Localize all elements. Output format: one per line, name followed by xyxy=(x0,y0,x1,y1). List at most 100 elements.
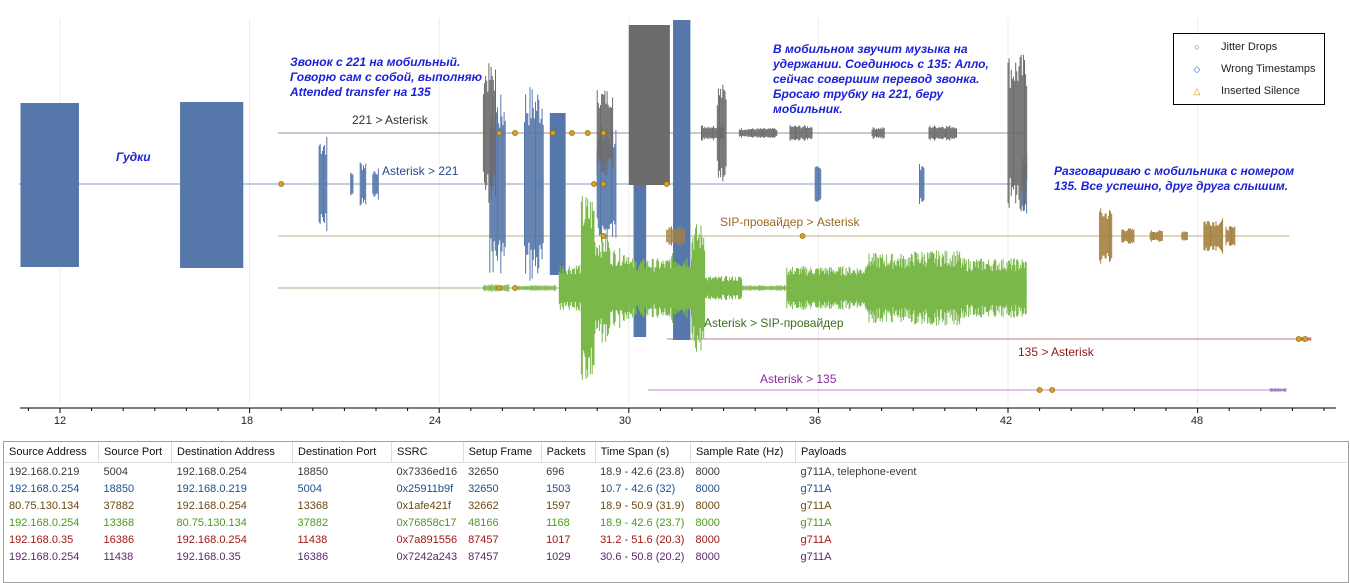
inserted-silence-marker xyxy=(1049,387,1056,393)
table-cell: 11438 xyxy=(297,533,328,546)
table-cell: 13368 xyxy=(297,499,329,512)
table-cell: 10.7 - 42.6 (32) xyxy=(600,482,676,495)
inserted-silence-marker xyxy=(512,130,518,136)
annotation-talk: Разговариваю с мобильника с номером 135.… xyxy=(1054,164,1295,193)
waveform-block xyxy=(180,102,244,268)
waveform-burst xyxy=(1121,228,1135,244)
table-cell: g711A xyxy=(800,533,832,546)
inserted-silence-marker xyxy=(550,130,556,136)
x-tick-label: 24 xyxy=(428,415,442,427)
waveform-burst xyxy=(960,258,1027,318)
table-cell: 192.168.0.35 xyxy=(176,550,241,563)
legend-item-jitter-drops: ○ Jitter Drops xyxy=(1174,39,1324,55)
column-header-sample-rate[interactable]: Sample Rate (Hz) xyxy=(690,442,796,463)
table-cell: g711A xyxy=(800,516,832,529)
waveform-burst xyxy=(1007,54,1028,212)
waveform-block xyxy=(20,103,79,267)
waveform-burst xyxy=(912,250,961,326)
waveform-burst xyxy=(1181,231,1188,241)
table-row[interactable]: 192.168.0.254 11438 192.168.0.35 16386 0x724… xyxy=(4,548,1347,565)
diamond-icon: ◇ xyxy=(1193,64,1201,74)
graph-legend: ○ Jitter Drops ◇ Wrong Timestamps △ Inse… xyxy=(1173,33,1325,105)
annotation-ringing: Гудки xyxy=(116,150,151,164)
circle-icon: ○ xyxy=(1194,42,1200,52)
triangle-icon: △ xyxy=(1193,86,1201,96)
table-cell: 8000 xyxy=(695,499,720,512)
inserted-silence-marker xyxy=(584,130,591,136)
table-cell: 1168 xyxy=(546,516,570,529)
waveform-burst xyxy=(482,63,496,203)
table-cell: 5004 xyxy=(297,482,322,495)
table-cell: 0x1afe421f xyxy=(396,499,451,512)
legend-item-inserted-silence: △ Inserted Silence xyxy=(1193,85,1300,97)
waveform-burst xyxy=(1149,230,1163,242)
x-tick-label: 42 xyxy=(999,415,1013,427)
stream-label-asterisk-to-provider: Asterisk > SIP-провайдер xyxy=(704,316,844,330)
table-row[interactable]: 80.75.130.134 37882 192.168.0.254 13368 0x1a… xyxy=(4,497,1347,514)
stream-label-asterisk-to-221: Asterisk > 221 xyxy=(382,164,459,178)
table-row[interactable]: 192.168.0.35 16386 192.168.0.254 11438 0x7a8… xyxy=(4,531,1347,548)
table-cell: g711A xyxy=(800,482,832,495)
inserted-silence-marker xyxy=(600,181,607,187)
column-header-setup-frame[interactable]: Setup Frame xyxy=(463,442,542,463)
column-header-packets[interactable]: Packets xyxy=(541,442,596,463)
table-cell: g711A xyxy=(800,550,832,563)
table-cell: 32650 xyxy=(468,482,499,495)
waveform-burst xyxy=(558,263,582,313)
legend-item-wrong-timestamps: ◇ Wrong Timestamps xyxy=(1193,63,1316,75)
x-tick-label: 18 xyxy=(240,415,254,427)
x-tick-label: 30 xyxy=(618,415,632,427)
waveform-burst xyxy=(609,248,630,328)
column-header-source-address[interactable]: Source Address xyxy=(4,442,99,463)
waveform-burst xyxy=(928,125,957,141)
waveform-burst xyxy=(716,84,727,182)
column-header-destination-address[interactable]: Destination Address xyxy=(171,442,293,463)
table-cell: 87457 xyxy=(468,550,499,563)
waveform-burst xyxy=(871,127,885,139)
column-header-source-port[interactable]: Source Port xyxy=(98,442,172,463)
table-cell: 1017 xyxy=(546,533,571,546)
inserted-silence-marker xyxy=(569,130,575,136)
inserted-silence-marker xyxy=(799,233,806,239)
inserted-silence-marker xyxy=(663,181,670,187)
table-cell: 0x7a891556 xyxy=(396,533,458,546)
table-cell: 48166 xyxy=(468,516,499,529)
waveform-burst xyxy=(580,196,595,380)
table-cell: 0x7242a243 xyxy=(396,550,458,563)
inserted-silence-marker xyxy=(591,181,597,187)
table-cell: 18.9 - 42.6 (23.8) xyxy=(600,465,685,478)
table-cell: 1597 xyxy=(546,499,571,512)
table-cell: 18.9 - 42.6 (23.7) xyxy=(600,516,685,529)
inserted-silence-marker xyxy=(1302,336,1308,342)
table-cell: 8000 xyxy=(695,533,720,546)
waveform-burst xyxy=(372,168,379,200)
table-row[interactable]: 192.168.0.254 13368 80.75.130.134 37882 0x76… xyxy=(4,514,1347,531)
waveform-burst xyxy=(1225,226,1236,246)
rtp-stream-graph[interactable]: 12 18 24 30 36 42 48 221 > Asterisk Aste… xyxy=(0,0,1350,432)
waveform-block xyxy=(549,113,566,275)
table-cell: 32650 xyxy=(468,465,499,478)
column-header-ssrc[interactable]: SSRC xyxy=(391,442,464,463)
table-cell: 192.168.0.254 xyxy=(9,516,80,529)
waveform-burst xyxy=(742,285,787,291)
inserted-silence-marker xyxy=(600,130,607,136)
column-header-time-span[interactable]: Time Span (s) xyxy=(595,442,691,463)
waveform-burst xyxy=(786,266,866,310)
table-cell: 80.75.130.134 xyxy=(176,516,247,529)
inserted-silence-marker xyxy=(1295,336,1302,342)
table-cell: 87457 xyxy=(468,533,499,546)
table-cell: 1029 xyxy=(546,550,571,563)
waveform-burst xyxy=(704,276,743,300)
waveform-burst xyxy=(524,87,544,281)
rtp-streams-table[interactable]: Source Address Source Port Destination A… xyxy=(3,441,1349,583)
waveform-burst xyxy=(350,172,354,196)
table-cell: 16386 xyxy=(103,533,135,546)
table-row[interactable]: 192.168.0.254 18850 192.168.0.219 5004 0x259… xyxy=(4,480,1347,497)
table-cell: 37882 xyxy=(297,516,329,529)
table-cell: 80.75.130.134 xyxy=(9,499,80,512)
inserted-silence-marker xyxy=(600,233,607,239)
column-header-payloads[interactable]: Payloads xyxy=(795,442,1347,463)
table-row[interactable]: 192.168.0.219 5004 192.168.0.254 18850 0x733… xyxy=(4,463,1347,481)
column-header-destination-port[interactable]: Destination Port xyxy=(292,442,392,463)
annotation-hold: В мобильном звучит музыка на удержании. … xyxy=(773,42,989,116)
